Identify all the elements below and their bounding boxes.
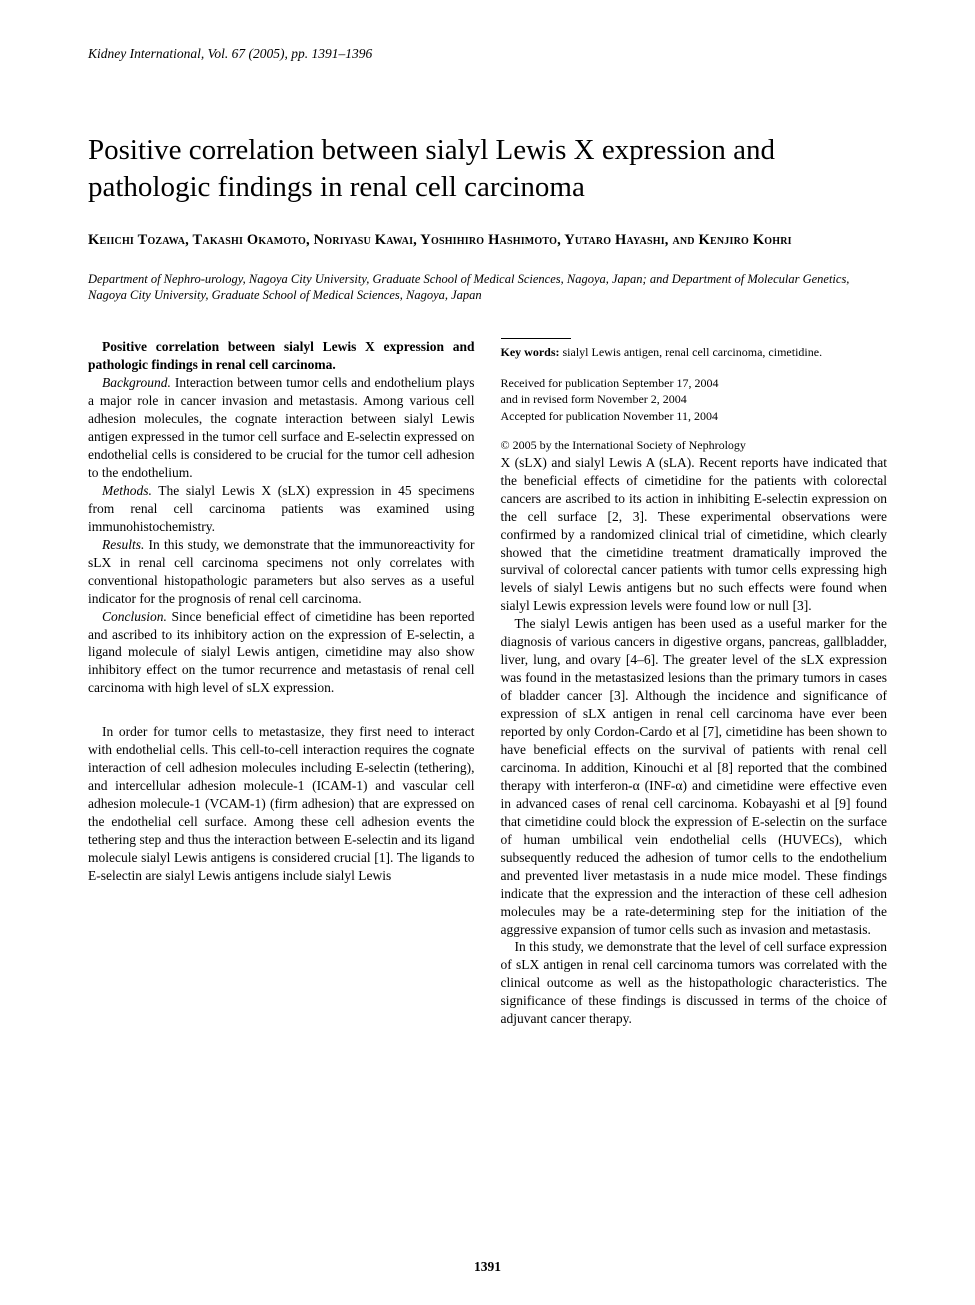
abstract-background: Background. Interaction between tumor ce… <box>88 374 475 482</box>
abstract-results-label: Results. <box>102 537 144 552</box>
abstract-conclusion-label: Conclusion. <box>102 609 167 624</box>
footer-block: Key words: sialyl Lewis antigen, renal c… <box>501 338 888 453</box>
abstract-methods-label: Methods. <box>102 483 152 498</box>
date-accepted: Accepted for publication November 11, 20… <box>501 409 719 423</box>
article-title: Positive correlation between sialyl Lewi… <box>88 132 887 206</box>
abstract-background-label: Background. <box>102 375 171 390</box>
abstract-background-text: Interaction between tumor cells and endo… <box>88 375 475 480</box>
abstract: Positive correlation between sialyl Lewi… <box>88 338 475 697</box>
page-number: 1391 <box>0 1259 975 1275</box>
date-received: Received for publication September 17, 2… <box>501 376 719 390</box>
journal-header: Kidney International, Vol. 67 (2005), pp… <box>88 46 887 62</box>
abstract-conclusion: Conclusion. Since beneficial effect of c… <box>88 608 475 698</box>
date-revised: and in revised form November 2, 2004 <box>501 392 687 406</box>
abstract-heading: Positive correlation between sialyl Lewi… <box>88 338 475 374</box>
abstract-results-text: In this study, we demonstrate that the i… <box>88 537 475 606</box>
keywords-text: sialyl Lewis antigen, renal cell carcino… <box>560 345 823 359</box>
abstract-results: Results. In this study, we demonstrate t… <box>88 536 475 608</box>
body-paragraph-1b: X (sLX) and sialyl Lewis A (sLA). Recent… <box>501 454 888 616</box>
body-paragraph-2: The sialyl Lewis antigen has been used a… <box>501 615 888 938</box>
abstract-methods: Methods. The sialyl Lewis X (sLX) expres… <box>88 482 475 536</box>
body-paragraph-3: In this study, we demonstrate that the l… <box>501 938 888 1028</box>
affiliations: Department of Nephro-urology, Nagoya Cit… <box>88 271 887 305</box>
keywords: Key words: sialyl Lewis antigen, renal c… <box>501 345 888 361</box>
footer-rule <box>501 338 571 339</box>
publication-dates: Received for publication September 17, 2… <box>501 375 888 424</box>
body-paragraph-1a: In order for tumor cells to metastasize,… <box>88 723 475 885</box>
keywords-label: Key words: <box>501 345 560 359</box>
article-body: Positive correlation between sialyl Lewi… <box>88 338 887 1028</box>
authors: Keiichi Tozawa, Takashi Okamoto, Noriyas… <box>88 230 887 250</box>
copyright: © 2005 by the International Society of N… <box>501 438 888 454</box>
